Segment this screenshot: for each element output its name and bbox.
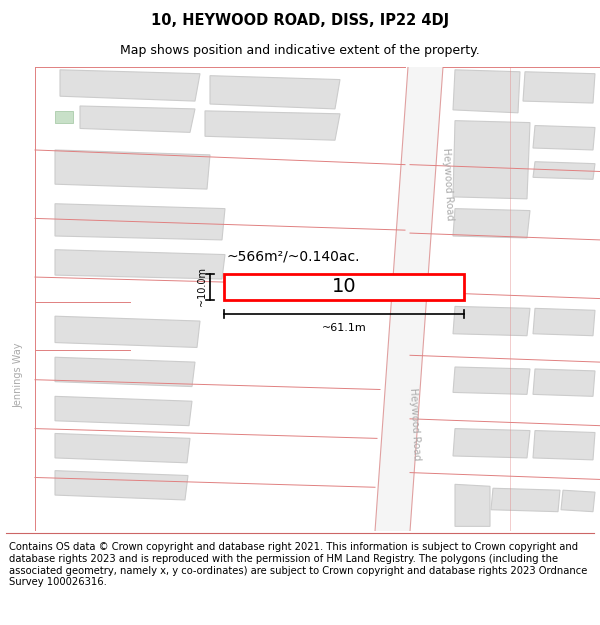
Polygon shape bbox=[55, 250, 225, 279]
Polygon shape bbox=[55, 111, 73, 123]
Text: Contains OS data © Crown copyright and database right 2021. This information is : Contains OS data © Crown copyright and d… bbox=[9, 542, 587, 588]
Text: Heywood Road: Heywood Road bbox=[408, 387, 422, 460]
Polygon shape bbox=[80, 106, 195, 132]
Polygon shape bbox=[453, 70, 520, 113]
Polygon shape bbox=[455, 484, 490, 526]
Text: Jennings Way: Jennings Way bbox=[13, 342, 23, 408]
Polygon shape bbox=[523, 72, 595, 103]
Polygon shape bbox=[55, 434, 190, 463]
Polygon shape bbox=[533, 162, 595, 179]
Polygon shape bbox=[453, 367, 530, 394]
Polygon shape bbox=[491, 488, 560, 512]
Polygon shape bbox=[533, 431, 595, 460]
Text: ~566m²/~0.140ac.: ~566m²/~0.140ac. bbox=[226, 249, 359, 264]
Polygon shape bbox=[453, 209, 530, 238]
Polygon shape bbox=[55, 471, 188, 500]
Polygon shape bbox=[55, 396, 192, 426]
Polygon shape bbox=[533, 126, 595, 150]
Bar bbox=[224, 274, 464, 299]
Text: 10: 10 bbox=[332, 278, 356, 296]
Polygon shape bbox=[205, 111, 340, 140]
Text: Map shows position and indicative extent of the property.: Map shows position and indicative extent… bbox=[120, 44, 480, 57]
Polygon shape bbox=[55, 204, 225, 240]
Polygon shape bbox=[375, 67, 443, 531]
Polygon shape bbox=[60, 70, 200, 101]
Polygon shape bbox=[55, 316, 200, 348]
Text: Heywood Road: Heywood Road bbox=[441, 148, 455, 221]
Polygon shape bbox=[533, 308, 595, 336]
Polygon shape bbox=[561, 490, 595, 512]
Text: ~61.1m: ~61.1m bbox=[322, 323, 367, 333]
Polygon shape bbox=[210, 76, 340, 109]
Polygon shape bbox=[55, 357, 195, 386]
Polygon shape bbox=[55, 150, 210, 189]
Polygon shape bbox=[533, 369, 595, 396]
Polygon shape bbox=[453, 121, 530, 199]
Polygon shape bbox=[453, 429, 530, 458]
Text: 10, HEYWOOD ROAD, DISS, IP22 4DJ: 10, HEYWOOD ROAD, DISS, IP22 4DJ bbox=[151, 12, 449, 28]
Polygon shape bbox=[453, 306, 530, 336]
Text: ~10.0m: ~10.0m bbox=[197, 268, 207, 306]
